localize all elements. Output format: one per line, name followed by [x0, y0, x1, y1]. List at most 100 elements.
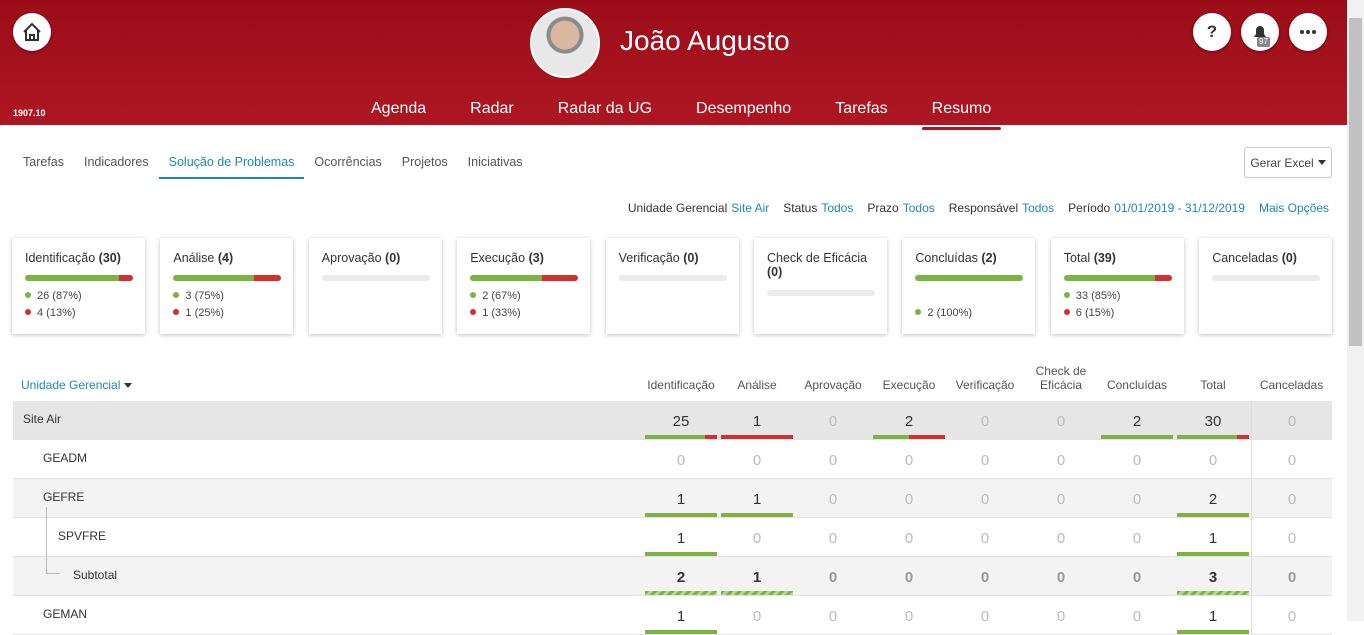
- cell-value: 1: [1208, 608, 1218, 625]
- tab[interactable]: Projetos: [401, 155, 448, 169]
- home-button[interactable]: [13, 13, 51, 51]
- status-card[interactable]: Aprovação (0): [308, 238, 442, 334]
- card-title-text: Check de Eficácia: [767, 251, 868, 265]
- nav-item[interactable]: Tarefas: [835, 100, 888, 117]
- tab[interactable]: Solução de Problemas: [158, 155, 305, 179]
- filter-label: Status: [783, 201, 818, 215]
- cell-value: 1: [752, 569, 762, 586]
- status-card[interactable]: Concluídas (2) 2 (100%): [902, 238, 1036, 334]
- tab[interactable]: Tarefas: [23, 155, 64, 169]
- cell-value: 2: [1208, 491, 1218, 508]
- column-header: Total: [1200, 378, 1226, 392]
- group-by[interactable]: Unidade Gerencial: [13, 378, 643, 392]
- cell: 0: [947, 596, 1023, 634]
- filter[interactable]: Prazo Todos: [867, 201, 934, 215]
- filter[interactable]: Período 01/01/2019 - 31/12/2019: [1068, 201, 1245, 215]
- cell: 0: [947, 479, 1023, 517]
- status-card[interactable]: Canceladas (0): [1199, 238, 1333, 334]
- nav-item[interactable]: Resumo: [921, 100, 1001, 130]
- table-row[interactable]: SPVFRE 1 0 0 0 0 0 0 1 0: [13, 518, 1332, 557]
- card-title-text: Análise: [173, 251, 215, 265]
- status-card[interactable]: Análise (4) 3 (75%) 1 (25%): [160, 238, 294, 334]
- table-row[interactable]: Subtotal 2 1 0 0 0 0 0 3 0: [13, 557, 1332, 596]
- filter-label: Prazo: [867, 201, 899, 215]
- status-card[interactable]: Verificação (0): [605, 238, 739, 334]
- nav-item[interactable]: Desempenho: [696, 100, 792, 117]
- bar-on-time: [721, 513, 793, 517]
- cell: 0: [1099, 479, 1175, 517]
- cell-bar: [645, 435, 717, 439]
- excel-button[interactable]: Gerar Excel: [1244, 147, 1332, 178]
- status-card[interactable]: Identificação (30) 26 (87%) 4 (13%): [12, 238, 145, 334]
- cell-bar: [645, 513, 717, 517]
- table-row[interactable]: GEFRE 1 1 0 0 0 0 0 2 0: [13, 479, 1332, 518]
- card-count: (4): [217, 251, 234, 265]
- cell-value: 0: [752, 452, 762, 469]
- caret: [124, 382, 133, 388]
- on-time-stat: 26 (87%): [25, 290, 82, 302]
- tab[interactable]: Iniciativas: [467, 155, 523, 169]
- card-count: (0): [1281, 251, 1297, 265]
- card-title-text: Identificação: [25, 251, 96, 265]
- column-header: Verificação: [955, 378, 1015, 392]
- progress-track: [25, 275, 133, 281]
- nav-item[interactable]: Radar: [470, 100, 514, 117]
- cell-value: 0: [904, 452, 914, 469]
- help-button[interactable]: ?: [1193, 13, 1231, 51]
- status-card[interactable]: Total (39) 33 (85%) 6 (15%): [1050, 238, 1184, 334]
- filter-value: Site Air: [731, 201, 770, 215]
- cell-value: 30: [1204, 413, 1222, 430]
- progress-track: [173, 275, 282, 281]
- tab[interactable]: Indicadores: [84, 155, 149, 169]
- cell-value: 1: [676, 491, 686, 508]
- cell-value: 0: [828, 608, 838, 625]
- cell: 0: [947, 401, 1023, 439]
- card-count: (30): [98, 251, 121, 265]
- card-count: (2): [981, 251, 997, 265]
- status-card[interactable]: Execução (3) 2 (67%) 1 (33%): [457, 238, 591, 334]
- nav-item[interactable]: Radar da UG: [557, 100, 653, 117]
- scrollbar-thumb[interactable]: [1349, 18, 1362, 346]
- cell: 2: [1099, 401, 1175, 439]
- cell: 0: [871, 440, 947, 478]
- tab[interactable]: Ocorrências: [314, 155, 382, 169]
- table-row[interactable]: GEMAN 1 0 0 0 0 0 0 1 0: [13, 596, 1332, 635]
- progress-track: [915, 275, 1024, 281]
- nav-item[interactable]: Agenda: [371, 100, 427, 117]
- cell: 1: [719, 401, 795, 439]
- table-row[interactable]: GEADM 0 0 0 0 0 0 0 0 0: [13, 440, 1332, 479]
- filter[interactable]: Unidade Gerencial Site Air: [628, 201, 769, 215]
- more-button[interactable]: [1289, 13, 1327, 51]
- cell: 0: [795, 401, 871, 439]
- progress-late: [542, 275, 579, 281]
- cell-value: 0: [980, 413, 990, 430]
- nav: Agenda Radar Radar da UG Desempenho Tarefas R…: [371, 100, 1001, 130]
- column-header: Execução: [882, 378, 936, 392]
- more-options[interactable]: Mais Opções: [1258, 201, 1329, 215]
- cell-bar: [1177, 513, 1249, 517]
- cell-value: 0: [828, 530, 838, 547]
- summary-table: Unidade Gerencial Identificação Análise Apr…: [13, 360, 1332, 635]
- row-name: GEADM: [43, 451, 88, 465]
- table-row[interactable]: Site Air 25 1 0 2 0 0 2 30 0: [13, 401, 1332, 440]
- cell: 0: [1251, 479, 1332, 517]
- cell: 0: [719, 596, 795, 634]
- filter[interactable]: Status Todos: [783, 201, 853, 215]
- cell-value: 0: [1056, 569, 1066, 586]
- bar-on-time: [1177, 630, 1249, 634]
- cell: 0: [1023, 557, 1099, 595]
- cell-bar: [721, 435, 793, 439]
- cell: 0: [871, 518, 947, 556]
- cell-value: 0: [1287, 413, 1297, 430]
- column-header: Análise: [737, 378, 777, 392]
- filter-value: Todos: [902, 201, 935, 215]
- cell-value: 0: [904, 491, 914, 508]
- filter[interactable]: Responsável Todos: [949, 201, 1054, 215]
- on-time-stat: 33 (85%): [1064, 290, 1121, 302]
- cell: 0: [795, 479, 871, 517]
- status-card[interactable]: Check de Eficácia (0): [754, 238, 887, 334]
- late-stat: 1 (33%): [470, 307, 521, 319]
- row-name: GEFRE: [43, 490, 85, 504]
- cell-value: 3: [1208, 569, 1218, 586]
- card-title: Identificação (30): [25, 251, 133, 265]
